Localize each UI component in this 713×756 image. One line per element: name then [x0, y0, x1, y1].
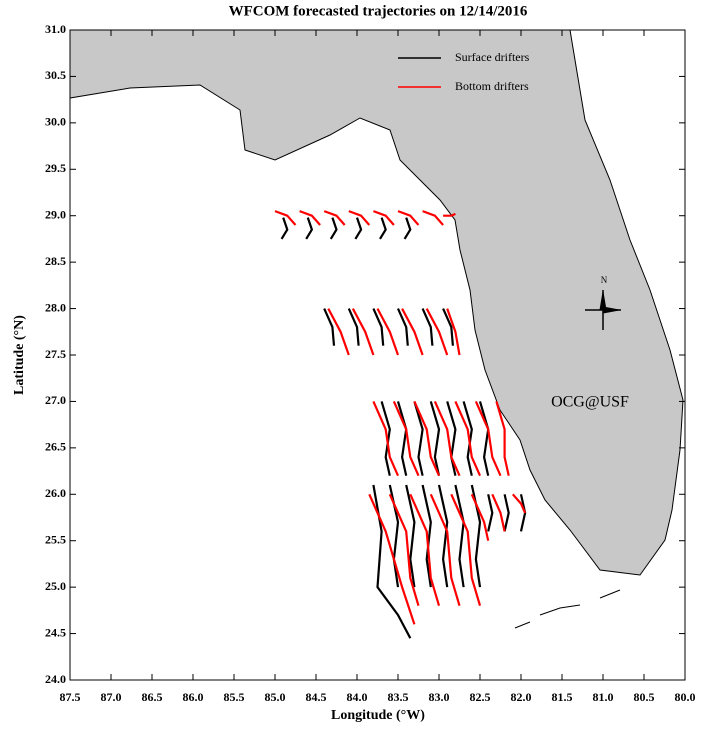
x-tick-label: 80.5 — [634, 690, 655, 704]
legend-label: Bottom drifters — [455, 79, 529, 93]
compass — [585, 290, 621, 330]
y-axis-label: Latitude (°N) — [12, 315, 27, 395]
x-tick-label: 83.5 — [388, 690, 409, 704]
x-tick-label: 85.5 — [224, 690, 245, 704]
x-tick-label: 84.0 — [347, 690, 368, 704]
x-tick-label: 81.5 — [552, 690, 573, 704]
x-tick-label: 80.0 — [675, 690, 696, 704]
y-tick-label: 25.0 — [45, 579, 66, 593]
x-tick-label: 82.5 — [470, 690, 491, 704]
x-tick-label: 82.0 — [511, 690, 532, 704]
x-axis-label: Longitude (°W) — [331, 708, 425, 723]
x-tick-label: 87.0 — [101, 690, 122, 704]
x-tick-label: 86.0 — [183, 690, 204, 704]
y-tick-label: 28.0 — [45, 300, 66, 314]
legend-label: Surface drifters — [455, 50, 530, 64]
y-tick-label: 30.0 — [45, 115, 66, 129]
y-tick-label: 24.0 — [45, 672, 66, 686]
y-tick-label: 27.0 — [45, 393, 66, 407]
compass-label: N — [601, 275, 608, 285]
y-tick-label: 28.5 — [45, 254, 66, 268]
x-tick-label: 87.5 — [60, 690, 81, 704]
x-tick-label: 81.0 — [593, 690, 614, 704]
x-tick-label: 84.5 — [306, 690, 327, 704]
x-tick-label: 86.5 — [142, 690, 163, 704]
annotation: OCG@USF — [551, 394, 629, 411]
x-tick-label: 85.0 — [265, 690, 286, 704]
y-tick-label: 29.0 — [45, 207, 66, 221]
x-tick-label: 83.0 — [429, 690, 450, 704]
chart-title: WFCOM forecasted trajectories on 12/14/2… — [229, 3, 528, 19]
y-tick-label: 25.5 — [45, 532, 66, 546]
keys — [514, 589, 621, 629]
y-tick-label: 30.5 — [45, 68, 66, 82]
y-tick-label: 29.5 — [45, 161, 66, 175]
y-tick-label: 24.5 — [45, 625, 66, 639]
trajectory — [274, 210, 527, 625]
y-tick-label: 31.0 — [45, 22, 66, 36]
y-tick-label: 26.0 — [45, 486, 66, 500]
y-tick-label: 26.5 — [45, 440, 66, 454]
y-tick-label: 27.5 — [45, 347, 66, 361]
